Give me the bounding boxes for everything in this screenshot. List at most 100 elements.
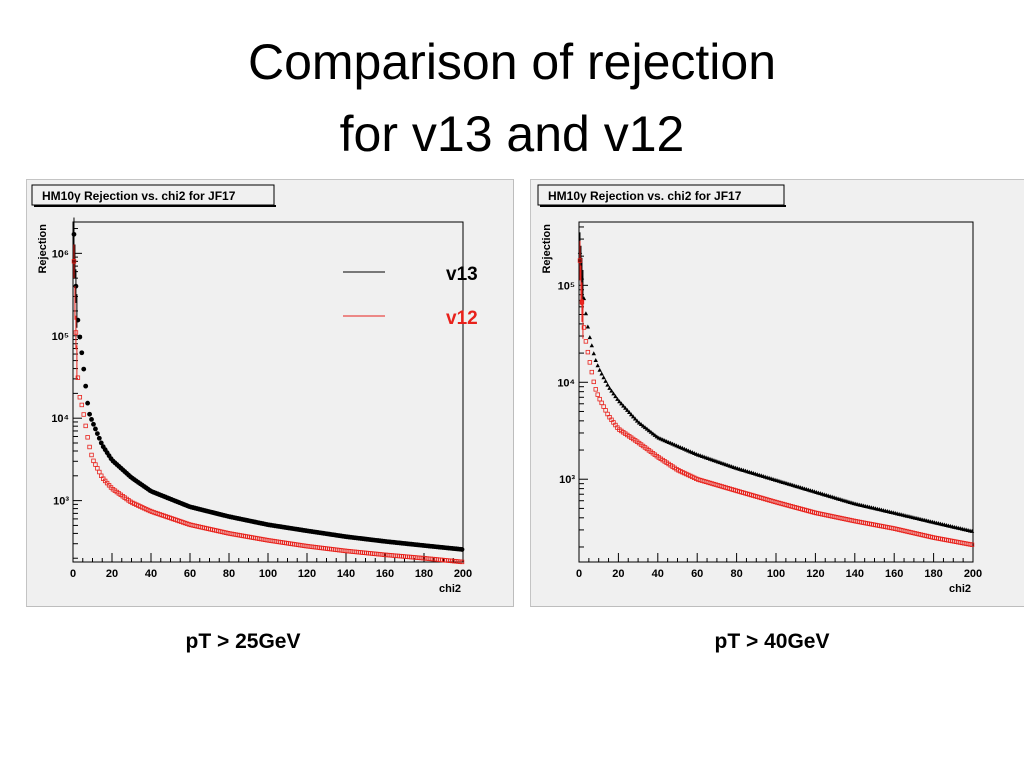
x-tick-label: 20 bbox=[612, 568, 624, 580]
point-v13 bbox=[607, 385, 612, 390]
point-v12 bbox=[577, 258, 583, 263]
point-v12 bbox=[595, 392, 600, 397]
legend: v13 v12 bbox=[343, 264, 478, 329]
point-v12 bbox=[593, 387, 598, 392]
x-tick-label: 200 bbox=[964, 568, 982, 580]
point-v13 bbox=[81, 366, 87, 372]
point-v13 bbox=[87, 411, 92, 417]
point-v13 bbox=[648, 429, 654, 434]
x-tick-label: 60 bbox=[184, 568, 196, 580]
point-v12 bbox=[79, 402, 84, 408]
point-v12 bbox=[591, 379, 596, 385]
chart-pt25: HM10γ Rejection vs. chi2 for JF17 0 20 40 60… bbox=[31, 184, 478, 595]
point-v13 bbox=[94, 431, 100, 436]
x-tick-label: 40 bbox=[145, 568, 157, 580]
point-v13 bbox=[77, 334, 83, 340]
point-v13 bbox=[630, 414, 636, 419]
slide-title-line2: for v13 and v12 bbox=[339, 106, 685, 162]
point-v13 bbox=[619, 401, 624, 406]
slide-title-line1: Comparison of rejection bbox=[247, 34, 777, 90]
point-v13 bbox=[640, 423, 646, 428]
point-v13 bbox=[632, 416, 638, 421]
point-v12 bbox=[583, 339, 589, 344]
point-v13 bbox=[611, 391, 616, 396]
point-v12 bbox=[969, 542, 975, 547]
y-tick-label: 10³ bbox=[53, 496, 69, 508]
y-tick-label: 10⁶ bbox=[52, 248, 69, 260]
point-v13 bbox=[85, 400, 91, 406]
point-v13 bbox=[638, 422, 644, 427]
point-v13 bbox=[597, 367, 602, 372]
plot-title: HM10γ Rejection vs. chi2 for JF17 bbox=[548, 189, 742, 203]
series-v13 bbox=[71, 217, 465, 552]
point-v13 bbox=[583, 311, 589, 316]
point-v13 bbox=[634, 418, 640, 423]
point-v13 bbox=[603, 378, 608, 383]
x-tick-label: 0 bbox=[576, 568, 582, 580]
point-v12 bbox=[587, 360, 593, 365]
point-v13 bbox=[459, 547, 465, 552]
point-v13 bbox=[83, 383, 89, 389]
point-v12 bbox=[581, 325, 587, 330]
point-v12 bbox=[87, 444, 92, 450]
point-v13 bbox=[601, 375, 606, 380]
y-tick-label: 10⁴ bbox=[557, 377, 575, 389]
x-tick-label: 20 bbox=[106, 568, 118, 580]
caption-pt25: pT > 25GeV bbox=[185, 630, 301, 653]
x-axis-title: chi2 bbox=[439, 583, 461, 595]
point-v13 bbox=[585, 324, 591, 329]
caption-pt40: pT > 40GeV bbox=[714, 630, 830, 653]
x-tick-label: 100 bbox=[259, 568, 277, 580]
y-tick-label: 10³ bbox=[559, 474, 575, 486]
plot-panel-left: HM10γ Rejection vs. chi2 for JF17 0 20 40 60… bbox=[26, 179, 514, 607]
point-v12 bbox=[589, 369, 595, 375]
point-v13 bbox=[613, 394, 618, 399]
x-tick-label: 160 bbox=[885, 568, 903, 580]
point-v13 bbox=[581, 296, 587, 301]
point-v13 bbox=[636, 420, 642, 425]
point-v13 bbox=[98, 440, 104, 446]
point-v13 bbox=[71, 231, 77, 237]
legend-label-v13: v13 bbox=[446, 264, 478, 285]
plot-frame bbox=[578, 221, 974, 563]
x-tick-label: 60 bbox=[691, 568, 703, 580]
point-v13 bbox=[642, 425, 648, 430]
point-v13 bbox=[593, 357, 598, 362]
point-v13 bbox=[644, 426, 650, 431]
y-tick-label: 10⁵ bbox=[52, 331, 69, 343]
x-tick-label: 200 bbox=[454, 568, 472, 580]
point-v13 bbox=[621, 403, 626, 408]
plot-title: HM10γ Rejection vs. chi2 for JF17 bbox=[42, 189, 236, 203]
y-axis-title: Rejection bbox=[37, 224, 49, 274]
point-v13 bbox=[595, 363, 600, 368]
series-v12 bbox=[71, 244, 465, 565]
point-v13 bbox=[627, 410, 632, 415]
x-tick-label: 80 bbox=[730, 568, 742, 580]
point-v13 bbox=[91, 421, 96, 427]
point-v12 bbox=[75, 375, 81, 380]
point-v13 bbox=[646, 428, 652, 433]
x-tick-label: 120 bbox=[806, 568, 824, 580]
plot-frame bbox=[72, 221, 464, 563]
point-v13 bbox=[629, 412, 634, 417]
x-tick-label: 180 bbox=[415, 568, 433, 580]
point-v12 bbox=[71, 259, 77, 264]
x-axis-title: chi2 bbox=[949, 583, 971, 595]
point-v13 bbox=[609, 388, 614, 393]
x-tick-label: 140 bbox=[846, 568, 864, 580]
point-v13 bbox=[605, 382, 610, 387]
y-axis-title: Rejection bbox=[541, 224, 553, 274]
point-v13 bbox=[625, 407, 630, 412]
x-tick-label: 120 bbox=[298, 568, 316, 580]
point-v13 bbox=[73, 283, 79, 289]
x-tick-label: 80 bbox=[223, 568, 235, 580]
point-v12 bbox=[83, 423, 88, 429]
point-v13 bbox=[615, 396, 620, 401]
point-v13 bbox=[599, 371, 604, 376]
plot-title-shadow bbox=[34, 205, 276, 207]
chart-pt40: HM10γ Rejection vs. chi2 for JF17 0 20 40 60… bbox=[537, 184, 982, 595]
point-v13 bbox=[587, 335, 593, 340]
x-tick-label: 180 bbox=[924, 568, 942, 580]
point-v13 bbox=[79, 350, 85, 356]
point-v13 bbox=[652, 432, 658, 437]
